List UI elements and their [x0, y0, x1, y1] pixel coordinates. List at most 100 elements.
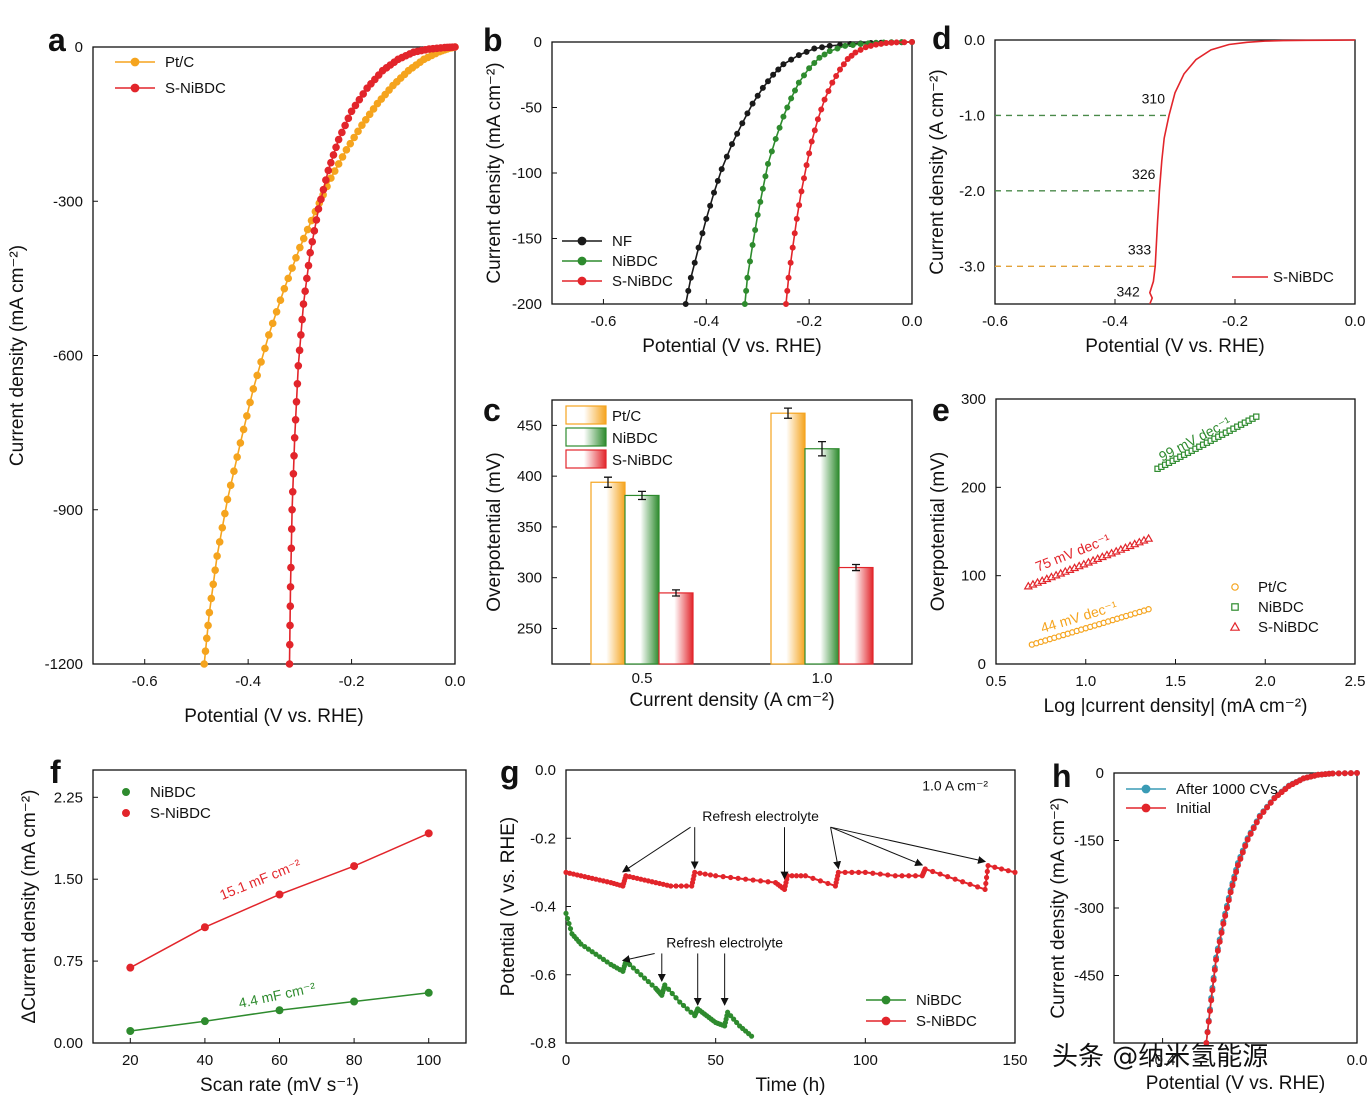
data-point	[1141, 784, 1151, 794]
data-point	[744, 274, 751, 281]
y-tick-label: -0.2	[530, 830, 556, 847]
data-point	[589, 949, 595, 955]
data-point	[803, 48, 810, 55]
data-point	[713, 873, 719, 879]
data-point	[272, 307, 281, 316]
data-point	[1253, 819, 1260, 826]
data-point	[204, 621, 212, 630]
y-tick-label: -0.6	[530, 967, 556, 984]
data-point	[201, 647, 210, 655]
data-point	[901, 39, 908, 46]
data-point	[276, 296, 285, 305]
data-point	[873, 41, 880, 48]
data-point	[770, 71, 777, 78]
data-point	[130, 57, 140, 67]
data-point	[673, 995, 679, 1001]
data-point	[350, 133, 358, 142]
data-point	[811, 59, 818, 66]
x-tick-label: -0.6	[982, 313, 1008, 330]
data-point	[322, 176, 330, 184]
data-point	[297, 331, 305, 339]
data-point	[354, 127, 362, 136]
data-point	[211, 566, 219, 574]
y-tick-label: -300	[53, 193, 83, 210]
y-tick-label: 0	[1096, 765, 1104, 782]
y-tick-label: 350	[517, 519, 542, 536]
annotation-arrow	[622, 826, 691, 873]
data-point	[757, 198, 764, 205]
data-point	[205, 608, 214, 617]
data-point	[792, 87, 799, 94]
y-tick-label: 0.00	[54, 1035, 83, 1052]
data-point	[899, 873, 905, 879]
panel-label: e	[932, 392, 950, 428]
data-point	[308, 237, 317, 246]
data-point	[909, 39, 916, 46]
data-point	[852, 49, 859, 56]
data-point	[287, 544, 296, 553]
data-point	[892, 873, 898, 879]
slope-label: 15.1 mF cm⁻²	[217, 856, 303, 903]
legend-label: S-NiBDC	[165, 80, 226, 97]
y-tick-label: -1200	[45, 656, 83, 673]
plot-frame	[551, 399, 913, 665]
x-axis-title: Scan rate (mV s⁻¹)	[200, 1075, 359, 1096]
data-point	[350, 862, 359, 871]
data-point	[857, 40, 864, 47]
data-point	[665, 986, 672, 992]
annotation-arrow	[621, 952, 655, 963]
data-point	[1229, 882, 1236, 889]
data-point	[1145, 606, 1152, 613]
data-point	[814, 116, 821, 123]
data-point	[855, 869, 862, 875]
data-point	[983, 874, 990, 881]
data-point	[885, 872, 891, 878]
data-point	[1242, 843, 1249, 850]
data-point	[1208, 997, 1215, 1004]
data-point	[334, 135, 343, 144]
data-point	[290, 433, 299, 442]
data-point	[817, 878, 824, 884]
data-point	[711, 189, 718, 196]
annotation-arrow	[830, 826, 924, 866]
panel-label: d	[932, 20, 952, 56]
data-point	[697, 870, 703, 876]
data-point	[811, 127, 818, 134]
legend-label: S-NiBDC	[612, 273, 673, 290]
data-point	[1264, 804, 1271, 811]
data-point	[757, 878, 764, 884]
x-tick-label: 20	[122, 1052, 139, 1069]
slope-label: 99 mV dec⁻¹	[1156, 413, 1234, 464]
x-tick-label: -0.4	[235, 673, 261, 690]
data-point	[784, 104, 791, 111]
data-point	[223, 495, 232, 504]
data-point	[563, 910, 569, 916]
data-point	[301, 287, 309, 296]
data-point	[221, 509, 229, 518]
x-tick-label: 100	[416, 1052, 441, 1069]
x-tick-label: 60	[271, 1052, 288, 1069]
data-point	[1005, 868, 1011, 874]
data-point	[848, 52, 855, 59]
data-point	[215, 538, 224, 546]
x-tick-label: 0.0	[445, 673, 466, 690]
data-point	[707, 872, 714, 878]
data-point	[1012, 869, 1018, 875]
legend-swatch	[565, 449, 607, 469]
data-point	[327, 158, 335, 167]
data-point	[292, 254, 300, 262]
data-point	[1216, 938, 1223, 945]
x-tick-label: -0.2	[339, 673, 365, 690]
data-point	[835, 869, 841, 875]
data-point	[338, 128, 346, 137]
y-tick-label: -2.0	[959, 183, 985, 200]
data-point	[295, 346, 304, 355]
data-point	[1205, 1018, 1212, 1025]
data-point	[597, 954, 603, 960]
data-point	[200, 923, 209, 932]
data-point	[699, 230, 706, 237]
y-tick-label: -50	[520, 100, 542, 117]
x-tick-label: 2.5	[1345, 673, 1366, 690]
panel-e: e 0.5 1.0 1.5 2.0 2.5 0 100 200 300 Log |current d…	[928, 391, 1365, 717]
data-point	[126, 1026, 135, 1035]
